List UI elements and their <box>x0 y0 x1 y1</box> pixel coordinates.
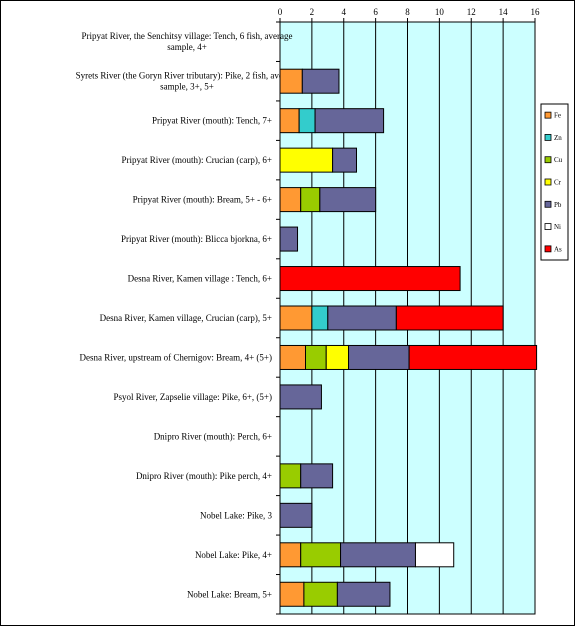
legend-swatch-fe <box>544 111 552 119</box>
bar-segment-fe <box>279 344 306 370</box>
legend-swatch-zn <box>544 134 552 141</box>
category-label: Dnipro River (mouth): Pike perch, 4+ <box>136 471 272 481</box>
tick-label-x-16: 16 <box>531 7 541 17</box>
category-label: sample, 4+ <box>167 42 207 52</box>
category-label: Desna River, Kamen village : Tench, 6+ <box>128 274 272 284</box>
bar-segment-as <box>408 344 538 370</box>
bar-segment-zn <box>298 108 316 134</box>
bar-segment-ni <box>414 542 455 568</box>
bar-segment-pb <box>332 147 357 173</box>
bar-segment-pb <box>348 344 410 370</box>
category-label: Nobel Lake: Pike, 3 <box>200 510 272 520</box>
bar-segment-pb <box>340 542 416 568</box>
legend-swatch-ni <box>544 223 552 230</box>
bar-segment-pb <box>300 463 334 489</box>
category-label: sample, 3+, 5+ <box>160 82 214 92</box>
legend-label-zn: Zn <box>554 134 562 142</box>
legend-label-as: As <box>554 245 562 253</box>
bar-segment-pb <box>314 108 385 134</box>
legend-label-pb: Pb <box>554 201 562 209</box>
bar-segment-pb <box>327 305 397 331</box>
legend-box <box>540 103 569 261</box>
category-label: Pripyat River (mouth): Tench, 7+ <box>152 116 272 126</box>
category-label: Nobel Lake: Pike, 4+ <box>195 550 272 560</box>
legend-swatch-pb <box>544 200 552 208</box>
bar-segment-fe <box>279 68 303 94</box>
bar-segment-cu <box>279 463 302 489</box>
bar-segment-pb <box>336 581 391 607</box>
category-label: Psyol River, Zapselie village: Pike, 6+,… <box>113 392 272 402</box>
tick-label-x-10: 10 <box>435 7 445 17</box>
legend-swatch-cr <box>544 178 552 186</box>
category-label: Dnipro River (mouth): Perch, 6+ <box>154 431 272 441</box>
tick-label-x-8: 8 <box>405 7 410 17</box>
bar-segment-fe <box>279 187 302 213</box>
tick-label-x-6: 6 <box>373 7 378 17</box>
bar-segment-fe <box>279 542 302 568</box>
tick-label-x-4: 4 <box>342 7 347 17</box>
category-label: Desna River, Kamen village, Crucian (car… <box>100 313 272 323</box>
legend-label-cu: Cu <box>554 156 563 164</box>
bar-segment-cr <box>325 344 350 370</box>
legend-swatch-cu <box>544 156 552 164</box>
category-label: Desna River, upstream of Chernigov: Brea… <box>80 352 273 362</box>
bar-segment-pb <box>279 384 322 410</box>
category-label: Nobel Lake: Bream, 5+ <box>187 589 272 599</box>
bar-segment-cr <box>279 147 334 173</box>
bar-segment-pb <box>319 187 377 213</box>
category-label: Pripyat River (mouth): Crucian (carp), 6… <box>121 155 272 165</box>
tick-label-x-2: 2 <box>310 7 315 17</box>
bar-segment-pb <box>279 226 299 252</box>
bar-segment-cu <box>300 187 321 213</box>
tick-label-x-0: 0 <box>278 7 283 17</box>
tick-label-x-12: 12 <box>467 7 476 17</box>
category-label: Pripyat River (mouth): Bream, 5+ - 6+ <box>133 195 272 205</box>
bar-segment-fe <box>279 108 300 134</box>
bar-segment-fe <box>279 305 313 331</box>
tick-label-x-14: 14 <box>499 7 509 17</box>
bar-segment-cu <box>300 542 342 568</box>
bar-segment-zn <box>311 305 329 331</box>
bar-segment-cu <box>303 581 338 607</box>
bar-segment-cu <box>305 344 327 370</box>
bar-segment-pb <box>279 502 313 528</box>
legend-swatch-as <box>544 245 552 253</box>
legend-label-cr: Cr <box>554 179 562 187</box>
legend-label-fe: Fe <box>554 112 561 120</box>
bar-segment-fe <box>279 581 305 607</box>
category-label: Syrets River (the Goryn River tributary)… <box>76 71 299 81</box>
category-label: Pripyat River (mouth): Blicca bjorkna, 6… <box>121 234 272 244</box>
bar-segment-as <box>279 266 461 292</box>
bar-segment-as <box>395 305 504 331</box>
bar-segment-pb <box>301 68 340 94</box>
category-label: Pripyat River, the Senchitsy village: Te… <box>81 31 292 41</box>
legend-label-ni: Ni <box>554 223 561 231</box>
